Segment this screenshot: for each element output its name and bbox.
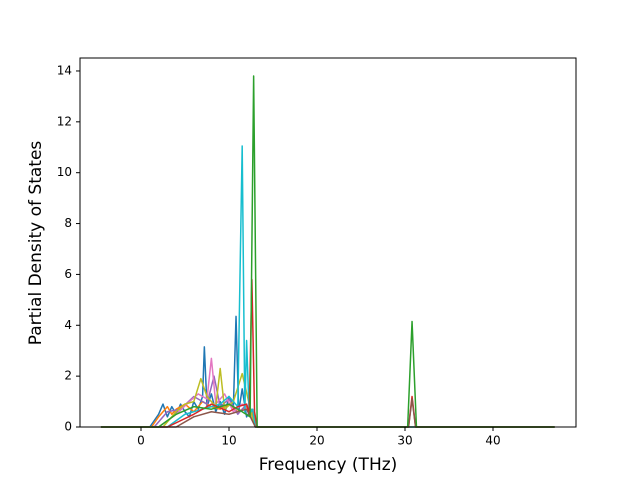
plot-frame [79, 57, 577, 428]
y-tick-label: 8 [64, 216, 72, 230]
data-line [100, 357, 555, 428]
y-tick-label: 10 [57, 165, 72, 179]
data-line [100, 367, 555, 428]
y-axis-label: Partial Density of States [26, 141, 46, 346]
y-tick-label: 12 [57, 114, 72, 128]
y-tick-label: 6 [64, 267, 72, 281]
data-line [100, 398, 555, 428]
x-tick-label: 20 [309, 434, 324, 448]
y-tick-label: 4 [64, 318, 72, 332]
data-line [100, 278, 555, 428]
x-tick-label: 30 [397, 434, 412, 448]
x-tick-label: 40 [485, 434, 500, 448]
data-line [100, 145, 555, 428]
x-axis-label: Frequency (THz) [259, 455, 398, 475]
x-tick-label: 0 [137, 434, 145, 448]
y-tick-label: 14 [57, 63, 72, 77]
x-tick-label: 10 [221, 434, 236, 448]
data-line [100, 75, 555, 428]
y-tick-label: 2 [64, 369, 72, 383]
y-tick-label: 0 [64, 420, 72, 434]
